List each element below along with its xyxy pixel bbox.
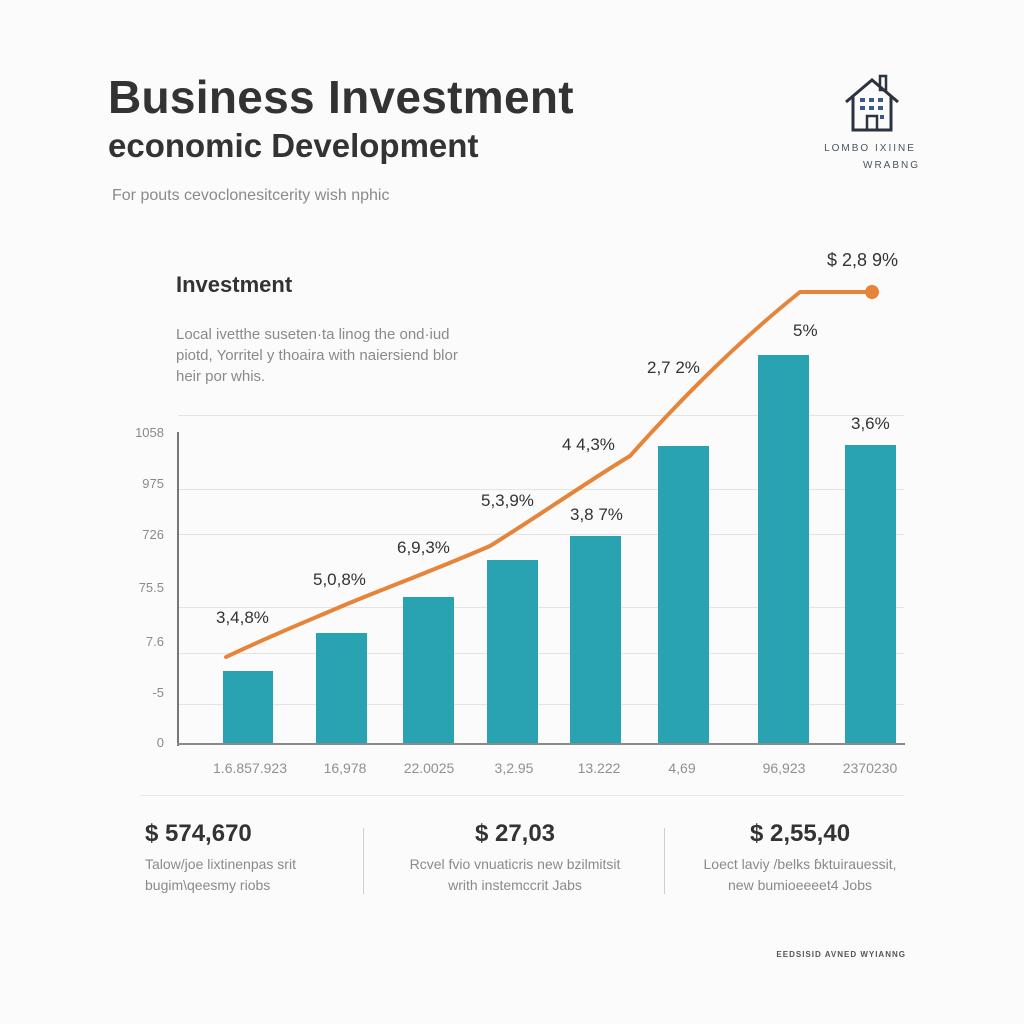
footer-text: EEDSISID AVNED WYIANNG bbox=[776, 950, 906, 959]
bar bbox=[316, 633, 367, 744]
stat-desc-line1: Rcvel fvio vnuaticris new bzilmitsit bbox=[409, 856, 621, 872]
stat-value: $ 2,55,40 bbox=[749, 820, 851, 847]
logo-line-1: LOMBO IXIINE bbox=[824, 143, 916, 154]
line-label: 3,4,8% bbox=[216, 608, 269, 627]
bar bbox=[570, 536, 621, 744]
summary-stat-3: $ 2,55,40 Loect laviy /belks ɓktuirauess… bbox=[680, 820, 920, 896]
stat-divider bbox=[664, 828, 665, 894]
bar-label: 3,6% bbox=[851, 414, 890, 433]
x-tick: 96,923 bbox=[762, 760, 806, 776]
bar bbox=[487, 560, 538, 744]
y-tick: 726 bbox=[142, 527, 164, 542]
stat-desc-line1: Loect laviy /belks ɓktuirauessit, bbox=[703, 856, 897, 872]
bar bbox=[223, 671, 273, 744]
stat-desc-line2: new bumioeeeet4 Jobs bbox=[728, 877, 872, 893]
house-icon bbox=[840, 72, 904, 136]
x-tick: 22.0025 bbox=[403, 760, 455, 776]
bar bbox=[758, 355, 809, 744]
line-label: 6,9,3% bbox=[397, 538, 450, 557]
bar bbox=[403, 597, 454, 744]
x-tick: 16,978 bbox=[323, 760, 367, 776]
line-label: 2,7 2% bbox=[647, 358, 700, 377]
stat-value: $ 27,03 bbox=[474, 820, 556, 847]
page-subtitle: economic Development bbox=[108, 127, 479, 164]
summary-stat-2: $ 27,03 Rcvel fvio vnuaticris new bzilmi… bbox=[385, 820, 645, 896]
y-tick: 7.6 bbox=[145, 634, 164, 649]
x-tick: 4,69 bbox=[668, 760, 696, 776]
x-tick: 13.222 bbox=[577, 760, 621, 776]
stat-divider bbox=[363, 828, 364, 894]
y-tick: 75.5 bbox=[138, 580, 164, 595]
x-axis bbox=[177, 743, 905, 745]
chart-description: Local ivetthe suseten·ta linog the ond·i… bbox=[176, 326, 458, 385]
line-end-marker bbox=[865, 285, 879, 299]
y-tick: 0 bbox=[156, 735, 164, 750]
x-tick: 2370230 bbox=[842, 760, 898, 776]
summary-stat-1: $ 574,670 Talow/joe lixtinenpas srit bug… bbox=[145, 820, 365, 896]
gridline bbox=[178, 704, 904, 705]
x-tick: 1.6.857.923 bbox=[213, 760, 287, 776]
logo-line-2: WRABNG bbox=[863, 160, 920, 171]
summary-divider bbox=[140, 795, 904, 796]
line-label: $ 2,8 9% bbox=[827, 250, 899, 270]
bar bbox=[845, 445, 896, 744]
y-tick: 975 bbox=[142, 476, 164, 491]
page-title: Business Investment bbox=[108, 71, 574, 123]
y-axis bbox=[177, 432, 179, 746]
line-label: 5,3,9% bbox=[481, 491, 534, 510]
stat-desc-line2: writh instemccrit Jabs bbox=[448, 877, 582, 893]
y-tick: 1058 bbox=[135, 425, 164, 440]
bar bbox=[658, 446, 709, 744]
y-tick: -5 bbox=[152, 685, 164, 700]
bar-label: 3,8 7% bbox=[570, 505, 623, 524]
bar-label: 5% bbox=[793, 321, 818, 340]
chart-title: Investment bbox=[176, 272, 293, 297]
x-tick: 3,2.95 bbox=[494, 760, 534, 776]
stat-desc-line2: bugim\qeesmy riobs bbox=[145, 877, 271, 893]
tagline: For pouts cevoclonesitcerity wish nphic bbox=[112, 187, 390, 204]
logo-text: LOMBO IXIINE WRABNG bbox=[820, 140, 920, 174]
line-label: 4 4,3% bbox=[562, 435, 615, 454]
line-label: 5,0,8% bbox=[313, 570, 366, 589]
stat-value: $ 574,670 bbox=[145, 820, 252, 847]
stat-desc-line1: Talow/joe lixtinenpas srit bbox=[145, 856, 296, 872]
